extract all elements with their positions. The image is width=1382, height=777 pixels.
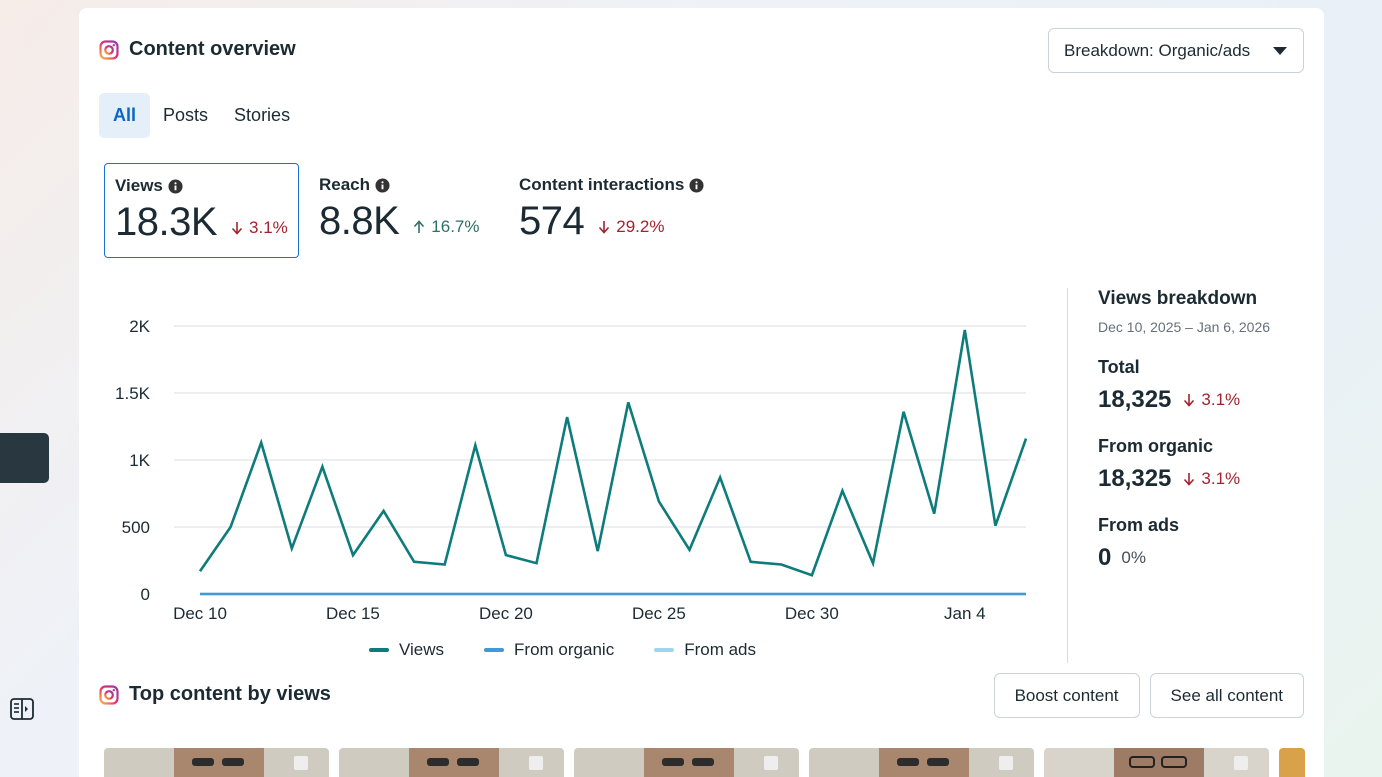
- legend-label: Views: [399, 640, 445, 659]
- metric-cards: Views 18.3K 3.1% Reach 8.8K 16.7%: [104, 163, 739, 258]
- legend-label: From ads: [684, 640, 756, 659]
- breakdown-dropdown-label: Breakdown: Organic/ads: [1064, 40, 1251, 60]
- legend-swatch: [654, 648, 675, 652]
- y-tick-label: 500: [122, 518, 150, 537]
- metric-value: 18.3K: [115, 200, 218, 244]
- metric-label: Views: [115, 176, 163, 195]
- breakdown-total-delta-value: 3.1%: [1201, 390, 1241, 409]
- info-icon[interactable]: [689, 177, 704, 193]
- breakdown-title: Views breakdown: [1098, 288, 1258, 309]
- top-content-title: Top content by views: [129, 683, 331, 705]
- metric-delta-value: 3.1%: [249, 218, 288, 237]
- metric-delta: 16.7%: [413, 217, 480, 237]
- series-line-views: [198, 329, 1028, 577]
- legend-swatch: [369, 648, 389, 652]
- views-line-chart[interactable]: 0 500 1K 1.5K 2K Dec 10 Dec 15 Dec 20 Dec 25 Dec …: [104, 288, 1044, 628]
- metric-delta-value: 29.2%: [616, 217, 665, 236]
- views-breakdown-panel: Views breakdown Dec 10, 2025 – Jan 6, 20…: [1098, 288, 1308, 572]
- sidebar-toggle-icon[interactable]: [10, 698, 34, 720]
- content-thumbnail[interactable]: [809, 748, 1034, 777]
- breakdown-organic-label: From organic: [1098, 436, 1214, 456]
- left-rail-tooltip-block: [0, 433, 49, 483]
- chart-legend: Views From organic From ads: [369, 640, 756, 660]
- breakdown-total-value: 18,325: [1098, 386, 1172, 413]
- legend-item-from-organic[interactable]: From organic: [484, 640, 614, 660]
- breakdown-organic-delta-value: 3.1%: [1201, 469, 1241, 488]
- metric-label: Content interactions: [519, 175, 685, 194]
- metric-delta-value: 16.7%: [431, 217, 480, 236]
- top-content-actions: Boost content See all content: [993, 673, 1304, 718]
- metric-label: Reach: [319, 175, 371, 194]
- breakdown-organic-delta: 3.1%: [1183, 469, 1240, 489]
- content-thumbnail[interactable]: [104, 748, 329, 777]
- arrow-down-icon: [599, 221, 610, 234]
- legend-swatch: [484, 648, 505, 652]
- y-tick-label: 2K: [129, 317, 150, 336]
- breakdown-total-delta: 3.1%: [1183, 390, 1240, 410]
- instagram-icon: [99, 684, 119, 705]
- breakdown-organic-value: 18,325: [1098, 465, 1172, 492]
- instagram-icon: [99, 39, 119, 60]
- breakdown-dropdown[interactable]: Breakdown: Organic/ads: [1048, 28, 1304, 73]
- arrow-down-icon: [231, 222, 243, 235]
- arrow-down-icon: [1184, 394, 1195, 407]
- metric-delta: 3.1%: [231, 218, 288, 238]
- info-icon[interactable]: [375, 177, 390, 193]
- metric-delta: 29.2%: [598, 217, 664, 237]
- content-thumbnail[interactable]: [339, 748, 564, 777]
- content-tabs: All Posts Stories: [99, 93, 303, 138]
- x-tick-label: Dec 20: [479, 604, 533, 623]
- x-tick-label: Jan 4: [944, 604, 986, 623]
- breakdown-ads-value: 0: [1098, 544, 1112, 571]
- breakdown-ads-label: From ads: [1098, 515, 1180, 535]
- y-tick-label: 1K: [129, 451, 150, 470]
- arrow-down-icon: [1184, 473, 1195, 486]
- y-tick-label: 1.5K: [115, 384, 151, 403]
- views-chart: 0 500 1K 1.5K 2K Dec 10 Dec 15 Dec 20 Dec 25 Dec …: [104, 288, 1044, 678]
- metric-value: 8.8K: [319, 199, 400, 243]
- content-thumbnail[interactable]: [574, 748, 799, 777]
- breakdown-date-range: Dec 10, 2025 – Jan 6, 2026: [1098, 319, 1271, 335]
- x-tick-label: Dec 30: [785, 604, 839, 623]
- page-title: Content overview: [129, 38, 296, 60]
- top-content-header: Top content by views: [99, 683, 331, 706]
- content-thumbnail[interactable]: [1044, 748, 1269, 777]
- metric-content-interactions[interactable]: Content interactions 574 29.2%: [509, 163, 729, 258]
- metric-views[interactable]: Views 18.3K 3.1%: [104, 163, 299, 258]
- legend-label: From organic: [514, 640, 615, 659]
- metric-reach[interactable]: Reach 8.8K 16.7%: [309, 163, 499, 258]
- arrow-up-icon: [414, 220, 425, 233]
- tab-all[interactable]: All: [99, 93, 151, 138]
- top-content-thumbnails: [104, 748, 1305, 777]
- divider: [1067, 288, 1068, 663]
- caret-down-icon: [1273, 46, 1287, 55]
- content-overview-card: Content overview Breakdown: Organic/ads …: [79, 8, 1324, 777]
- breakdown-total-label: Total: [1098, 357, 1140, 377]
- breakdown-ads-pct: 0%: [1121, 548, 1146, 567]
- tab-stories[interactable]: Stories: [234, 105, 291, 125]
- legend-item-views[interactable]: Views: [369, 640, 444, 660]
- x-tick-label: Dec 25: [632, 604, 686, 623]
- content-thumbnail[interactable]: [1279, 748, 1305, 777]
- metric-value: 574: [519, 199, 585, 243]
- x-tick-label: Dec 10: [173, 604, 227, 623]
- x-tick-label: Dec 15: [326, 604, 380, 623]
- y-tick-label: 0: [141, 585, 150, 604]
- info-icon[interactable]: [168, 178, 183, 194]
- legend-item-from-ads[interactable]: From ads: [654, 640, 756, 660]
- content-overview-header: Content overview: [99, 38, 296, 61]
- tab-posts[interactable]: Posts: [163, 105, 209, 125]
- see-all-content-button[interactable]: See all content: [1149, 673, 1304, 718]
- boost-content-button[interactable]: Boost content: [993, 673, 1140, 718]
